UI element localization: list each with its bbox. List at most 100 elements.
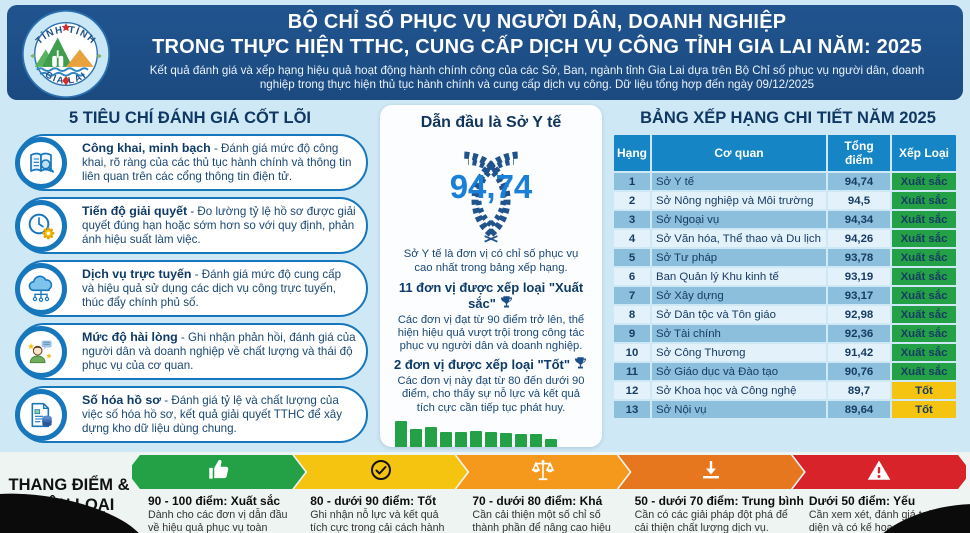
mini-chart-bar <box>410 428 422 447</box>
table-row: 8 Sở Dân tộc và Tôn giáo 92,98 Xuất sắc <box>614 306 956 323</box>
score-cell: 93,78 <box>828 249 890 266</box>
rank-cell: 2 <box>614 192 650 209</box>
scale-segment-title: Dưới 50 điểm: Yếu <box>808 494 916 508</box>
ranking-table-header-row: Hạng Cơ quan Tổng điểm Xếp Loại <box>614 135 956 171</box>
ranking-panel-title: BẢNG XẾP HẠNG CHI TIẾT NĂM 2025 <box>640 109 936 127</box>
score-cell: 92,36 <box>828 325 890 342</box>
agency-cell: Sở Nông nghiệp và Môi trường <box>652 192 826 209</box>
grading-scale-segments: 90 - 100 điểm: Xuất sắc Dành cho các đơn … <box>132 455 966 533</box>
main-title-line2: TRONG THỰC HIỆN TTHC, CUNG CẤP DỊCH VỤ C… <box>152 36 922 58</box>
scale-segment-title: 90 - 100 điểm: Xuất sắc <box>148 494 281 508</box>
header-banner: TỈNH TỈNH GIA LAI BỘ CHỈ SỐ PHỤC VỤ NGƯỜ… <box>7 5 963 100</box>
rank-cell: 6 <box>614 268 650 285</box>
leader-caption: Sở Y tế là đơn vị có chỉ số phục vụ cao … <box>403 248 579 274</box>
score-cell: 91,42 <box>828 344 890 361</box>
agency-cell: Sở Ngoại vụ <box>652 211 826 228</box>
agency-cell: Sở Khoa học và Công nghệ <box>652 382 826 399</box>
mini-chart-bar <box>425 426 437 447</box>
grade-badge: Xuất sắc <box>892 363 956 380</box>
criteria-item: Số hóa hồ sơ - Đánh giá tỷ lệ và chất lư… <box>15 386 368 443</box>
rank-cell: 11 <box>614 363 650 380</box>
leader-panel: Dẫn đầu là Sở Y tế 94,74 Sở Y tế là đơn … <box>380 105 602 447</box>
scale-segment-arrow <box>132 455 305 489</box>
grade-badge: Xuất sắc <box>892 211 956 228</box>
score-cell: 94,26 <box>828 230 890 247</box>
grade-badge: Xuất sắc <box>892 344 956 361</box>
rank-cell: 8 <box>614 306 650 323</box>
scale-segment-desc: Cần có các giải pháp đột phá để cải thiệ… <box>634 509 788 533</box>
clock-gear-icon <box>15 199 67 252</box>
leader-score-wreath: 94,74 <box>388 134 594 246</box>
agency-cell: Sở Tài chính <box>652 325 826 342</box>
agency-cell: Sở Y tế <box>652 173 826 190</box>
rank-cell: 13 <box>614 401 650 418</box>
table-row: 11 Sở Giáo dục và Đào tạo 90,76 Xuất sắc <box>614 363 956 380</box>
criteria-item-text: Mức độ hài lòng - Ghi nhận phản hồi, đán… <box>82 330 356 372</box>
criteria-item-text: Tiến độ giải quyết - Đo lường tỷ lệ hồ s… <box>82 204 356 246</box>
grading-scale-band: THANG ĐIỂM & PHÂN LOẠI 90 - 100 điểm: Xu… <box>0 452 970 533</box>
main-title-line1: BỘ CHỈ SỐ PHỤC VỤ NGƯỜI DÂN, DOANH NGHIỆ… <box>287 11 787 33</box>
criteria-list: Công khai, minh bạch - Đánh giá mức độ c… <box>15 134 368 443</box>
grade-badge: Xuất sắc <box>892 268 956 285</box>
agency-cell: Sở Nội vụ <box>652 401 826 418</box>
grade-badge: Xuất sắc <box>892 287 956 304</box>
scale-segment-title: 80 - dưới 90 điểm: Tốt <box>310 494 437 508</box>
table-row: 9 Sở Tài chính 92,36 Xuất sắc <box>614 325 956 342</box>
mini-chart-bar <box>470 430 482 447</box>
leader-stat-heading: 2 đơn vị được xếp loại "Tốt" <box>388 356 594 374</box>
agency-cell: Ban Quản lý Khu kinh tế <box>652 268 826 285</box>
leader-stat: 11 đơn vị được xếp loại "Xuất sắc" Các đơ… <box>388 280 594 354</box>
table-row: 4 Sở Văn hóa, Thể thao và Du lịch 94,26 Xuấ… <box>614 230 956 247</box>
column-header: Xếp Loại <box>892 135 956 171</box>
table-row: 1 Sở Y tế 94,74 Xuất sắc <box>614 173 956 190</box>
scale-segment-desc: Cần cải thiện một số chỉ số thành phần đ… <box>472 509 611 533</box>
score-cell: 90,76 <box>828 363 890 380</box>
score-cell: 93,17 <box>828 287 890 304</box>
grade-badge: Xuất sắc <box>892 230 956 247</box>
score-cell: 89,64 <box>828 401 890 418</box>
leader-stat-desc: Các đơn vị đạt từ 90 điểm trở lên, thể h… <box>397 313 585 352</box>
leader-stat: 2 đơn vị được xếp loại "Tốt" Các đơn vị n… <box>388 356 594 415</box>
rank-cell: 5 <box>614 249 650 266</box>
mini-chart-bar <box>515 433 527 447</box>
mini-chart-bar <box>485 431 497 447</box>
scale-segment: 50 - dưới 70 điểm: Trung bình Cần có các … <box>619 455 804 533</box>
rank-cell: 9 <box>614 325 650 342</box>
header-subtitle: Kết quả đánh giá và xếp hạng hiệu quả ho… <box>149 64 925 92</box>
scale-segment-title: 50 - dưới 70 điểm: Trung bình <box>634 494 804 508</box>
agency-cell: Sở Văn hóa, Thể thao và Du lịch <box>652 230 826 247</box>
grade-badge: Xuất sắc <box>892 325 956 342</box>
criteria-item: Công khai, minh bạch - Đánh giá mức độ c… <box>15 134 368 191</box>
rank-cell: 7 <box>614 287 650 304</box>
leader-stat-heading: 11 đơn vị được xếp loại "Xuất sắc" <box>398 279 584 313</box>
thumbs-up-icon <box>206 457 232 488</box>
agency-cell: Sở Công Thương <box>652 344 826 361</box>
column-header: Tổng điểm <box>828 135 890 171</box>
digitization-icon <box>15 388 67 441</box>
scale-segment-arrow <box>294 455 467 489</box>
score-cell: 94,5 <box>828 192 890 209</box>
table-row: 5 Sở Tư pháp 93,78 Xuất sắc <box>614 249 956 266</box>
criteria-item-text: Số hóa hồ sơ - Đánh giá tỷ lệ và chất lư… <box>82 393 343 435</box>
ranking-panel: BẢNG XẾP HẠNG CHI TIẾT NĂM 2025 Hạng Cơ q… <box>612 100 964 452</box>
cloud-network-icon <box>15 262 67 315</box>
main-content: 5 TIÊU CHÍ ĐÁNH GIÁ CỐT LÕI Công khai, m… <box>0 100 970 452</box>
warning-icon <box>866 457 892 488</box>
grade-badge: Tốt <box>892 401 956 418</box>
laurel-wreath-icon <box>462 151 520 243</box>
criteria-item: Tiến độ giải quyết - Đo lường tỷ lệ hồ s… <box>15 197 368 254</box>
satisfaction-icon <box>15 325 67 378</box>
trophy-icon <box>499 295 514 313</box>
criteria-panel-title: 5 TIÊU CHÍ ĐÁNH GIÁ CỐT LÕI <box>68 109 311 127</box>
agency-cell: Sở Giáo dục và Đào tạo <box>652 363 826 380</box>
mini-chart-bar <box>500 432 512 447</box>
mini-chart-bar <box>440 431 452 447</box>
scale-segment-title: 70 - dưới 80 điểm: Khá <box>472 494 603 508</box>
grade-badge: Xuất sắc <box>892 173 956 190</box>
score-cell: 89,7 <box>828 382 890 399</box>
grade-badge: Xuất sắc <box>892 192 956 209</box>
check-circle-icon <box>369 458 393 487</box>
ranking-table: Hạng Cơ quan Tổng điểm Xếp Loại 1 Sở Y tế 94,… <box>612 133 958 420</box>
